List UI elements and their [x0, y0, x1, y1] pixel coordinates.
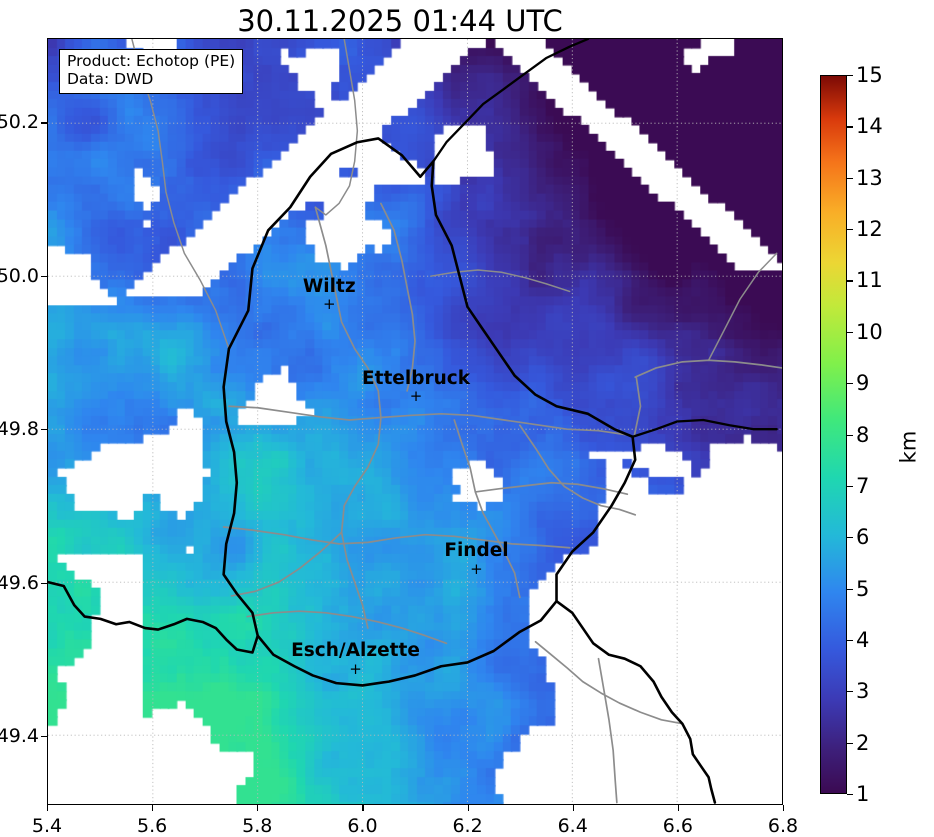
y-tick-label: 49.4	[0, 724, 39, 747]
x-tick	[783, 805, 785, 811]
page-title: 30.11.2025 01:44 UTC	[237, 4, 563, 38]
x-tick-label: 6.0	[347, 815, 378, 837]
colorbar-tick-label: 5	[856, 576, 870, 601]
x-tick	[467, 805, 469, 811]
y-tick	[41, 735, 47, 738]
colorbar[interactable]	[820, 75, 847, 794]
colorbar-tick	[847, 742, 853, 744]
colorbar-tick	[847, 485, 853, 488]
x-tick-label: 6.6	[662, 815, 693, 837]
y-tick-label: 49.8	[0, 418, 39, 441]
info-product-line: Product: Echotop (PE)	[67, 52, 236, 70]
colorbar-tick-label: 14	[856, 114, 883, 139]
x-tick-label: 6.2	[452, 815, 483, 837]
colorbar-tick	[847, 639, 853, 642]
x-axis: 5.4 5.6 5.8 6.0 6.2 6.4 6.6 6.8	[32, 805, 798, 837]
x-tick	[257, 805, 259, 811]
x-tick	[152, 805, 154, 811]
colorbar-tick	[847, 434, 853, 436]
colorbar-tick-label: 8	[856, 422, 870, 447]
colorbar-tick-label: 2	[856, 730, 870, 755]
x-tick	[677, 805, 680, 811]
colorbar-tick-label: 10	[856, 319, 883, 344]
x-tick	[572, 805, 574, 811]
colorbar-ticks: 1 2 3 4 5 6 7 8 9 10 11 12 13 14 15	[820, 63, 934, 806]
x-tick	[362, 805, 364, 811]
x-tick-label: 5.8	[242, 815, 273, 837]
colorbar-tick-label: 11	[856, 268, 883, 293]
colorbar-tick	[847, 331, 853, 333]
x-tick	[47, 805, 49, 811]
y-tick-label: 49.6	[0, 571, 39, 594]
y-tick	[41, 429, 47, 431]
colorbar-tick-label: 12	[856, 217, 883, 242]
y-tick-label: 50.2	[0, 111, 39, 134]
colorbar-tick	[847, 229, 853, 231]
y-tick	[41, 122, 47, 124]
y-tick	[41, 582, 47, 584]
product-info-box: Product: Echotop (PE) Data: DWD	[59, 49, 244, 94]
radar-echotop-heatmap	[48, 39, 782, 804]
colorbar-tick-label: 7	[856, 473, 870, 498]
colorbar-tick	[847, 794, 853, 796]
y-tick	[41, 275, 47, 277]
x-tick-label: 6.8	[767, 815, 799, 837]
colorbar-tick-label: 1	[856, 782, 870, 806]
colorbar-tick-label: 4	[856, 627, 870, 652]
colorbar-tick-label: 6	[856, 525, 870, 550]
x-tick-label: 6.4	[557, 815, 588, 837]
x-tick-label: 5.4	[31, 815, 63, 837]
info-data-line: Data: DWD	[67, 69, 154, 88]
map-plot-area[interactable]: Wiltz + Ettelbruck + Findel + Esch/Alzette + Pr…	[47, 38, 783, 805]
colorbar-tick	[847, 280, 853, 282]
colorbar-tick	[847, 126, 853, 128]
colorbar-unit-label: km	[896, 430, 921, 464]
colorbar-tick	[847, 588, 853, 590]
colorbar-tick-label: 3	[856, 679, 870, 704]
colorbar-tick	[847, 383, 853, 385]
colorbar-tick	[847, 537, 853, 539]
colorbar-tick-label: 13	[856, 165, 883, 190]
x-tick-label: 5.6	[137, 815, 168, 837]
colorbar-tick-label: 9	[856, 371, 870, 396]
colorbar-tick	[847, 177, 853, 179]
y-tick-label: 50.0	[0, 264, 39, 287]
colorbar-tick	[847, 691, 853, 693]
colorbar-tick-label: 15	[856, 63, 883, 87]
colorbar-tick	[847, 75, 853, 77]
